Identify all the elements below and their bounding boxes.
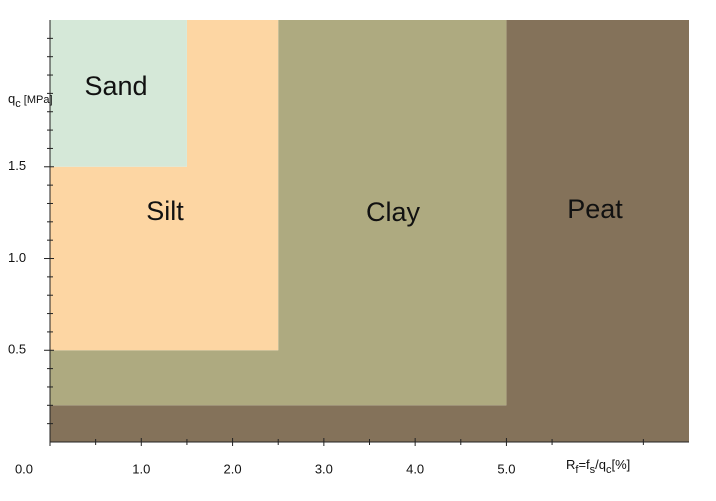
y-tick-label: 1.0 xyxy=(8,250,26,265)
region-label: Clay xyxy=(366,197,421,227)
x-tick-label: 5.0 xyxy=(497,461,515,476)
x-tick-label: 1.0 xyxy=(132,461,150,476)
ylabel-label-part: q xyxy=(8,91,15,106)
xlabel-label-part: s xyxy=(590,464,596,476)
xlabel-label-part: =f xyxy=(578,457,590,472)
xlabel-label: Rf=fs/qc[%] xyxy=(566,457,630,475)
xlabel-label-part: [%] xyxy=(612,457,631,472)
plot-area: Peat Clay Silt Sand xyxy=(50,20,689,442)
x-tick-label: 0.0 xyxy=(15,461,33,476)
region-label: Sand xyxy=(84,71,147,101)
x-tick-label: 4.0 xyxy=(406,461,424,476)
region-label: Peat xyxy=(567,194,623,224)
xlabel-label-part: R xyxy=(566,457,575,472)
y-tick-label: 0.5 xyxy=(8,342,26,357)
xlabel-label-part: f xyxy=(575,464,579,476)
region xyxy=(50,20,279,351)
x-tick-label: 3.0 xyxy=(315,461,333,476)
region-label: Silt xyxy=(146,196,184,226)
xlabel-label-part: /q xyxy=(595,457,606,472)
ylabel-label-part: [MPa] xyxy=(21,94,53,106)
region xyxy=(50,20,689,442)
region xyxy=(50,20,187,167)
ylabel-label-part: c xyxy=(15,98,21,110)
axes: 0.0 1.0 2.0 3.0 4.0 5.00.51.01.5qc [MPa]Rf=fs… xyxy=(8,20,689,476)
x-tick-label: 2.0 xyxy=(224,461,242,476)
xlabel-label-part: c xyxy=(606,464,612,476)
y-tick-label: 1.5 xyxy=(8,158,26,173)
ylabel-label: qc [MPa] xyxy=(8,91,53,109)
